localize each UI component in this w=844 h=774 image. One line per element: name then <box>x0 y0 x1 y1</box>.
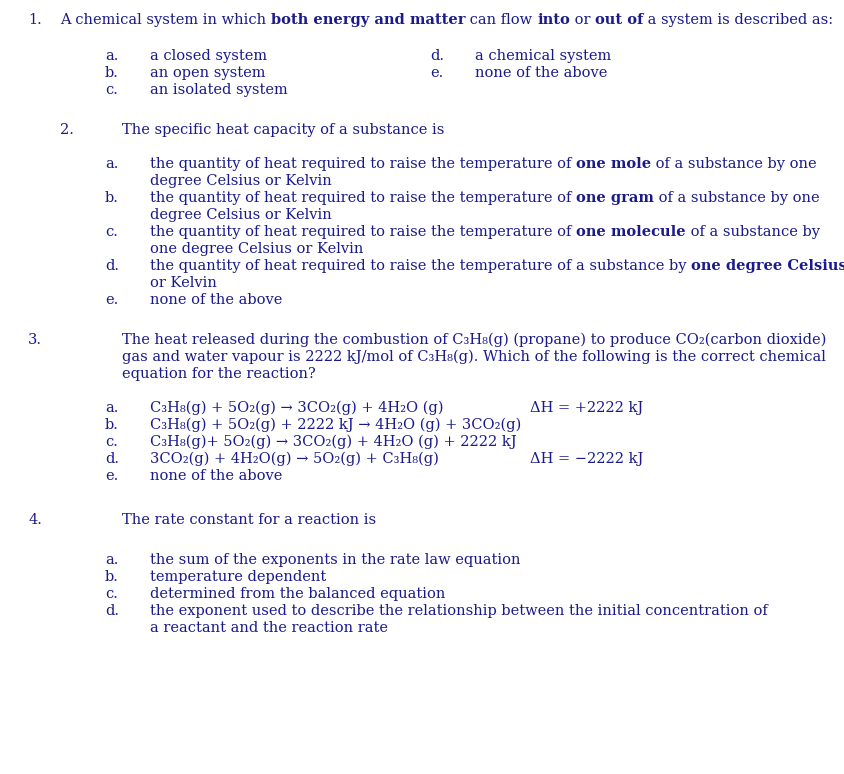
Text: of a substance by one: of a substance by one <box>651 157 817 171</box>
Text: e.: e. <box>105 293 118 307</box>
Text: can flow: can flow <box>465 13 537 27</box>
Text: The rate constant for a reaction is: The rate constant for a reaction is <box>122 513 376 527</box>
Text: an isolated system: an isolated system <box>150 83 288 97</box>
Text: one degree Celsius or Kelvin: one degree Celsius or Kelvin <box>150 242 364 256</box>
Text: one molecule: one molecule <box>576 225 685 239</box>
Text: the exponent used to describe the relationship between the initial concentration: the exponent used to describe the relati… <box>150 604 768 618</box>
Text: b.: b. <box>105 66 119 80</box>
Text: a.: a. <box>105 553 118 567</box>
Text: one mole: one mole <box>576 157 651 171</box>
Text: ΔH = +2222 kJ: ΔH = +2222 kJ <box>530 401 643 415</box>
Text: A chemical system in which: A chemical system in which <box>60 13 271 27</box>
Text: or Kelvin: or Kelvin <box>150 276 217 290</box>
Text: out of: out of <box>595 13 643 27</box>
Text: The heat released during the combustion of C₃H₈(g) (propane) to produce CO₂(carb: The heat released during the combustion … <box>122 333 826 347</box>
Text: temperature dependent: temperature dependent <box>150 570 327 584</box>
Text: b.: b. <box>105 191 119 205</box>
Text: equation for the reaction?: equation for the reaction? <box>122 367 316 381</box>
Text: C₃H₈(g) + 5O₂(g) → 3CO₂(g) + 4H₂O (g): C₃H₈(g) + 5O₂(g) → 3CO₂(g) + 4H₂O (g) <box>150 401 443 415</box>
Text: c.: c. <box>105 587 118 601</box>
Text: d.: d. <box>105 604 119 618</box>
Text: c.: c. <box>105 435 118 449</box>
Text: C₃H₈(g) + 5O₂(g) + 2222 kJ → 4H₂O (g) + 3CO₂(g): C₃H₈(g) + 5O₂(g) + 2222 kJ → 4H₂O (g) + … <box>150 418 522 432</box>
Text: of a substance by: of a substance by <box>685 225 820 239</box>
Text: or: or <box>570 13 595 27</box>
Text: C₃H₈(g)+ 5O₂(g) → 3CO₂(g) + 4H₂O (g) + 2222 kJ: C₃H₈(g)+ 5O₂(g) → 3CO₂(g) + 4H₂O (g) + 2… <box>150 435 517 449</box>
Text: e.: e. <box>105 469 118 483</box>
Text: a reactant and the reaction rate: a reactant and the reaction rate <box>150 621 388 635</box>
Text: none of the above: none of the above <box>150 469 283 483</box>
Text: one gram: one gram <box>576 191 654 205</box>
Text: gas and water vapour is 2222 kJ/mol of C₃H₈(g). Which of the following is the co: gas and water vapour is 2222 kJ/mol of C… <box>122 350 826 364</box>
Text: a.: a. <box>105 401 118 415</box>
Text: degree Celsius or Kelvin: degree Celsius or Kelvin <box>150 208 332 222</box>
Text: the quantity of heat required to raise the temperature of: the quantity of heat required to raise t… <box>150 157 576 171</box>
Text: 1.: 1. <box>28 13 41 27</box>
Text: ΔH = −2222 kJ: ΔH = −2222 kJ <box>530 452 643 466</box>
Text: d.: d. <box>430 49 444 63</box>
Text: none of the above: none of the above <box>475 66 608 80</box>
Text: into: into <box>537 13 570 27</box>
Text: d.: d. <box>105 259 119 273</box>
Text: the quantity of heat required to raise the temperature of: the quantity of heat required to raise t… <box>150 225 576 239</box>
Text: c.: c. <box>105 83 118 97</box>
Text: degree Celsius or Kelvin: degree Celsius or Kelvin <box>150 174 332 188</box>
Text: b.: b. <box>105 418 119 432</box>
Text: one degree Celsius: one degree Celsius <box>691 259 844 273</box>
Text: 2.: 2. <box>60 123 74 137</box>
Text: of a substance by one: of a substance by one <box>654 191 820 205</box>
Text: d.: d. <box>105 452 119 466</box>
Text: none of the above: none of the above <box>150 293 283 307</box>
Text: c.: c. <box>105 225 118 239</box>
Text: b.: b. <box>105 570 119 584</box>
Text: a chemical system: a chemical system <box>475 49 611 63</box>
Text: a.: a. <box>105 49 118 63</box>
Text: the quantity of heat required to raise the temperature of: the quantity of heat required to raise t… <box>150 191 576 205</box>
Text: a closed system: a closed system <box>150 49 267 63</box>
Text: the quantity of heat required to raise the temperature of a substance by: the quantity of heat required to raise t… <box>150 259 691 273</box>
Text: 3.: 3. <box>28 333 42 347</box>
Text: determined from the balanced equation: determined from the balanced equation <box>150 587 446 601</box>
Text: the sum of the exponents in the rate law equation: the sum of the exponents in the rate law… <box>150 553 521 567</box>
Text: a system is described as:: a system is described as: <box>643 13 833 27</box>
Text: 4.: 4. <box>28 513 42 527</box>
Text: 3CO₂(g) + 4H₂O(g) → 5O₂(g) + C₃H₈(g): 3CO₂(g) + 4H₂O(g) → 5O₂(g) + C₃H₈(g) <box>150 451 439 466</box>
Text: The specific heat capacity of a substance is: The specific heat capacity of a substanc… <box>122 123 445 137</box>
Text: both energy and matter: both energy and matter <box>271 13 465 27</box>
Text: an open system: an open system <box>150 66 266 80</box>
Text: e.: e. <box>430 66 443 80</box>
Text: a.: a. <box>105 157 118 171</box>
